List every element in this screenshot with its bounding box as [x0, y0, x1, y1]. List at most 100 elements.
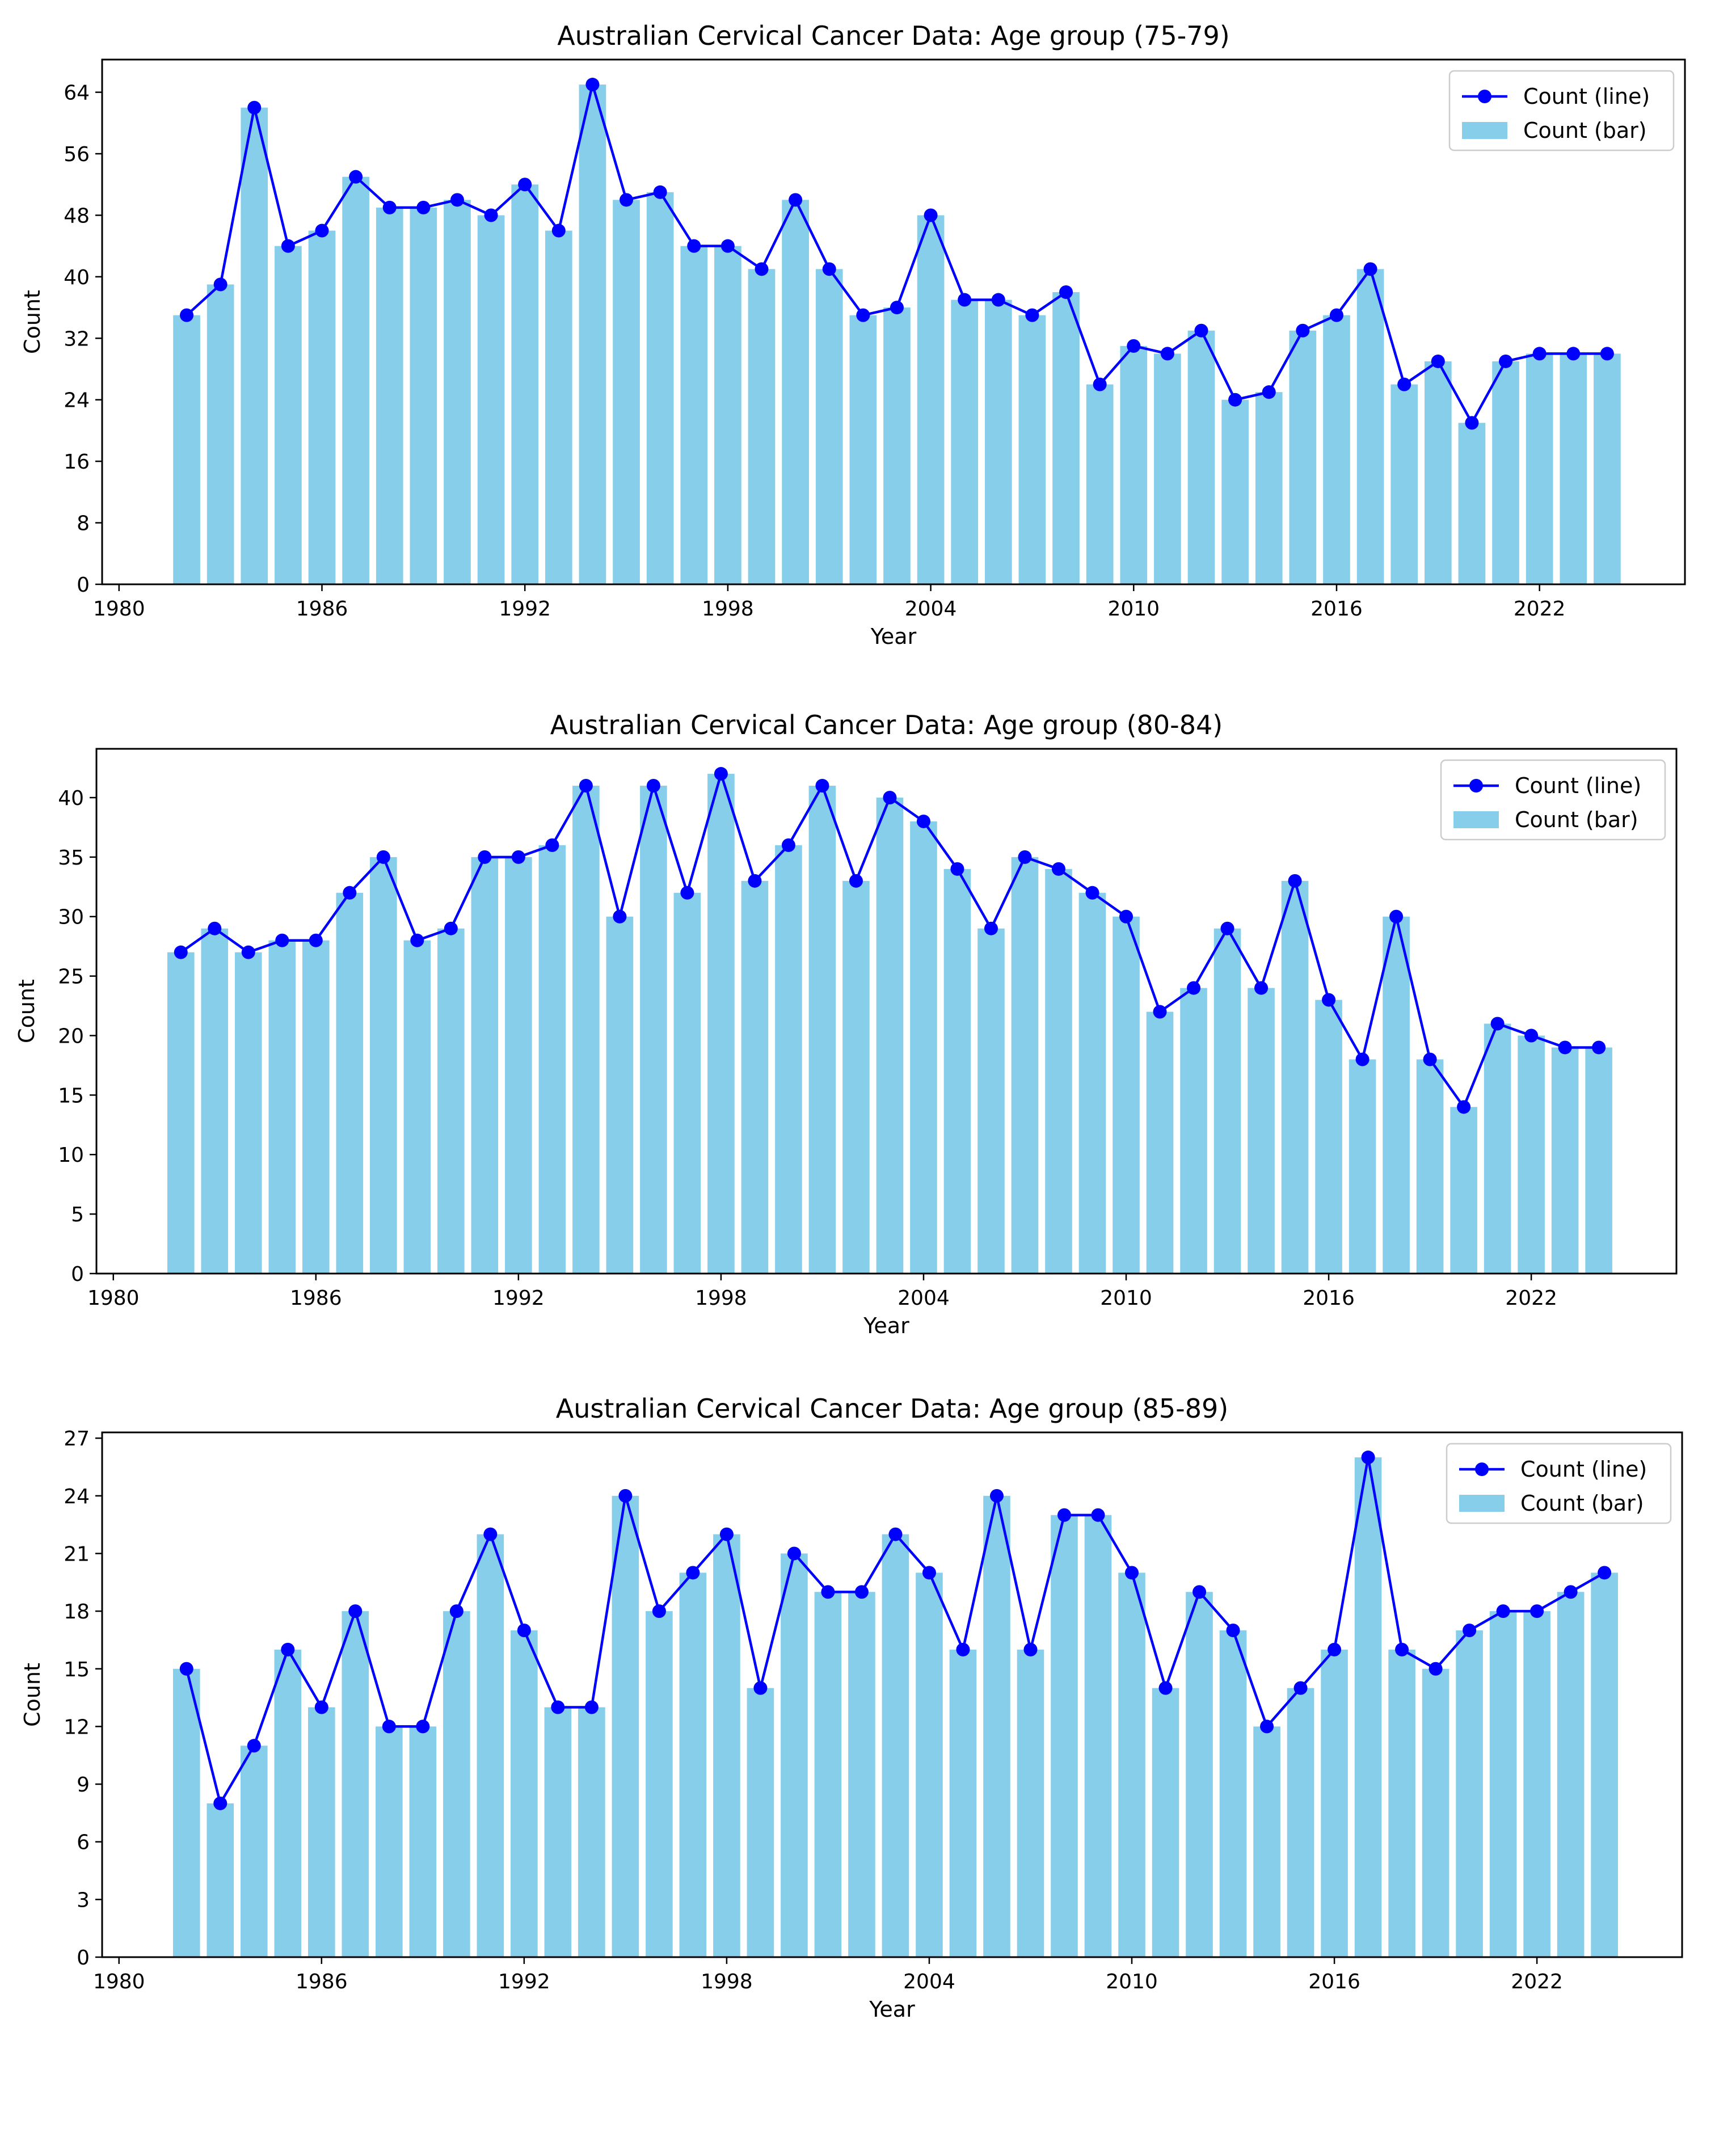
x-tick-label: 1986	[296, 597, 348, 621]
point-1984	[247, 1739, 261, 1753]
bar-1985	[274, 1649, 302, 1957]
point-1985	[281, 1642, 295, 1656]
point-1992	[517, 1623, 531, 1637]
bar-1982	[173, 315, 200, 584]
point-2002	[849, 874, 863, 888]
point-1998	[720, 239, 735, 253]
legend-marker-swatch	[1478, 90, 1491, 103]
legend: Count (line) Count (bar)	[1448, 70, 1675, 151]
legend-label-bar: Count (bar)	[1523, 118, 1647, 143]
bar-2024	[1594, 353, 1621, 584]
bar-2013	[1221, 399, 1249, 584]
point-1994	[585, 78, 600, 92]
point-1991	[478, 850, 492, 864]
point-2016	[1328, 1642, 1342, 1656]
point-1984	[241, 945, 255, 959]
legend: Count (line) Count (bar)	[1440, 759, 1666, 841]
point-2006	[989, 1489, 1004, 1503]
point-2024	[1598, 1566, 1612, 1580]
bar-1997	[680, 246, 708, 585]
x-tick-label: 2010	[1106, 1970, 1158, 1993]
bar-1986	[308, 230, 336, 584]
bar-1987	[342, 1611, 369, 1957]
bar-1991	[471, 857, 499, 1274]
bar-2005	[949, 1649, 977, 1957]
point-1994	[584, 1700, 599, 1714]
point-1989	[416, 200, 431, 214]
point-1987	[349, 170, 363, 184]
point-2001	[822, 262, 836, 276]
y-tick-label: 12	[64, 1715, 90, 1739]
bar-2002	[849, 315, 877, 584]
legend-label-bar: Count (bar)	[1520, 1491, 1644, 1516]
bar-2005	[951, 300, 979, 584]
bar-1983	[207, 1803, 234, 1957]
point-2012	[1194, 323, 1208, 338]
point-2001	[821, 1585, 835, 1599]
bar-1990	[444, 200, 471, 584]
bar-1985	[268, 940, 296, 1274]
point-2005	[950, 862, 964, 876]
point-1997	[680, 886, 694, 900]
point-2011	[1153, 1005, 1167, 1019]
x-tick-label: 2010	[1107, 597, 1160, 621]
point-2012	[1187, 981, 1201, 995]
point-2015	[1296, 323, 1310, 338]
point-2011	[1158, 1681, 1173, 1695]
bar-2016	[1323, 315, 1350, 584]
point-1989	[410, 933, 424, 947]
bar-1999	[747, 1688, 774, 1957]
bar-2019	[1416, 1059, 1444, 1274]
bar-1993	[545, 230, 572, 584]
point-2017	[1355, 1052, 1370, 1066]
y-tick-label: 0	[71, 1263, 84, 1286]
point-2008	[1059, 285, 1073, 299]
bar-2000	[782, 200, 809, 584]
bar-2024	[1591, 1573, 1618, 1957]
y-tick-label: 30	[58, 906, 84, 929]
bar-1988	[376, 207, 403, 584]
axes-frame	[101, 1431, 1683, 1958]
bar-2015	[1281, 880, 1309, 1274]
point-1990	[444, 921, 458, 935]
bar-2010	[1120, 345, 1148, 584]
bar-2011	[1152, 1688, 1179, 1957]
bar-1998	[713, 1534, 740, 1957]
y-tick-label: 40	[58, 787, 84, 810]
point-2019	[1431, 354, 1445, 368]
point-2015	[1293, 1681, 1308, 1695]
bar-1993	[538, 845, 566, 1274]
bar-1985	[275, 246, 302, 585]
axes-frame	[101, 58, 1686, 585]
point-1993	[551, 224, 566, 238]
bar-1994	[578, 1707, 605, 1957]
point-2003	[890, 301, 904, 315]
point-1983	[213, 277, 227, 292]
bar-1992	[511, 184, 539, 584]
bar-2009	[1078, 892, 1106, 1274]
chart-panel-2: 1980 1986 1992 1998 2004 2010 2016 2022 0 5 10 15 20…	[14, 710, 1678, 1338]
legend-label-bar: Count (bar)	[1515, 807, 1638, 832]
point-2019	[1423, 1052, 1437, 1066]
point-1987	[348, 1604, 363, 1618]
bar-2009	[1084, 1515, 1112, 1957]
bar-2001	[808, 786, 836, 1274]
point-2024	[1600, 347, 1614, 361]
bar-2014	[1248, 988, 1275, 1274]
point-1988	[376, 850, 390, 864]
bar-2006	[977, 928, 1005, 1274]
point-1990	[449, 1604, 464, 1618]
bar-1989	[409, 1726, 437, 1957]
bar-2004	[916, 1573, 943, 1957]
bar-1993	[544, 1707, 572, 1957]
bar-2007	[1011, 857, 1039, 1274]
y-tick-label: 10	[58, 1144, 84, 1167]
bar-1990	[443, 1611, 470, 1957]
x-tick-label: 1992	[492, 1287, 545, 1310]
point-1991	[483, 1527, 498, 1541]
bar-1989	[403, 940, 431, 1274]
x-tick-label: 1992	[498, 1970, 550, 1993]
point-2009	[1093, 377, 1107, 391]
x-tick-label: 1980	[93, 1970, 145, 1993]
point-1983	[208, 921, 222, 935]
